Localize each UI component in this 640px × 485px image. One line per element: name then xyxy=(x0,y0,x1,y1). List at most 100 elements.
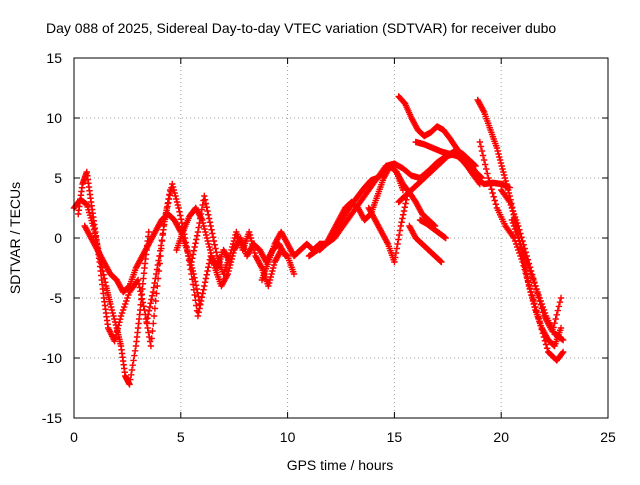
data-point xyxy=(518,234,525,241)
series-sat-o xyxy=(412,138,513,191)
data-point xyxy=(153,290,160,297)
data-point xyxy=(111,315,118,323)
data-point xyxy=(153,266,161,273)
data-point xyxy=(130,357,137,364)
data-point xyxy=(511,225,519,233)
data-point xyxy=(559,348,567,356)
data-point xyxy=(504,186,512,194)
data-point xyxy=(392,254,399,261)
data-point xyxy=(197,215,204,222)
data-point xyxy=(123,297,130,305)
data-point xyxy=(153,270,160,278)
data-point xyxy=(541,309,549,317)
data-point xyxy=(111,338,118,345)
data-point xyxy=(206,219,214,226)
data-point xyxy=(197,297,205,305)
data-point xyxy=(516,226,523,233)
data-point xyxy=(210,258,217,266)
data-point xyxy=(110,312,117,320)
data-point xyxy=(509,219,517,227)
data-point xyxy=(514,231,521,239)
data-point xyxy=(496,153,503,161)
data-point xyxy=(157,242,165,249)
data-point xyxy=(527,270,535,278)
data-point xyxy=(442,234,449,242)
data-point xyxy=(211,241,218,248)
data-point xyxy=(200,222,207,230)
data-point xyxy=(225,267,232,275)
data-point xyxy=(137,288,144,295)
data-point xyxy=(182,239,190,246)
data-point xyxy=(138,295,146,302)
data-point xyxy=(210,237,218,245)
data-point xyxy=(192,297,199,304)
data-point xyxy=(480,156,488,164)
axis-ticks: 0 5 10 15 20 25 -15 -10 -5 0 5 10 15 xyxy=(42,50,616,445)
data-point xyxy=(521,266,528,273)
data-points xyxy=(70,93,567,388)
data-point xyxy=(115,322,122,329)
data-point xyxy=(553,311,560,318)
data-point xyxy=(177,216,185,223)
data-point xyxy=(185,252,192,260)
x-tick-label: 5 xyxy=(177,429,185,445)
data-point xyxy=(210,261,218,269)
data-point xyxy=(270,261,278,269)
data-point xyxy=(250,246,258,254)
y-tick-label: 10 xyxy=(46,110,62,126)
data-point xyxy=(147,342,155,350)
data-point xyxy=(476,138,484,146)
data-point xyxy=(500,171,508,179)
data-point xyxy=(144,315,151,322)
data-point xyxy=(162,210,170,218)
data-point xyxy=(489,189,496,197)
data-point xyxy=(536,294,543,302)
x-tick-label: 10 xyxy=(280,429,296,445)
data-point xyxy=(148,335,155,342)
data-point xyxy=(400,211,407,218)
data-point xyxy=(131,347,139,354)
data-point xyxy=(398,219,405,226)
data-point xyxy=(208,226,215,233)
data-point xyxy=(229,240,237,248)
data-point xyxy=(396,227,404,234)
series-sat-b xyxy=(75,168,174,350)
data-point xyxy=(194,312,202,320)
data-point xyxy=(154,261,162,269)
series-sat-q xyxy=(476,138,567,364)
data-point xyxy=(204,207,211,215)
data-point xyxy=(526,285,534,292)
data-point xyxy=(170,186,178,194)
data-point xyxy=(538,300,545,308)
data-point xyxy=(521,252,528,260)
data-point xyxy=(178,219,186,227)
data-point xyxy=(525,264,533,272)
data-point xyxy=(125,291,132,299)
data-point xyxy=(530,296,537,303)
chart-title: Day 088 of 2025, Sidereal Day-to-day VTE… xyxy=(46,20,556,36)
data-point xyxy=(189,255,196,262)
data-point xyxy=(183,243,190,251)
data-point xyxy=(559,349,566,357)
data-point xyxy=(485,174,492,182)
data-point xyxy=(199,201,206,209)
data-point xyxy=(150,312,158,320)
data-point xyxy=(266,276,274,284)
series-sat-j xyxy=(365,192,411,266)
data-point xyxy=(558,336,566,343)
data-point xyxy=(555,303,563,310)
data-point xyxy=(533,307,540,314)
data-point xyxy=(193,285,201,293)
data-point xyxy=(120,303,128,311)
data-point xyxy=(149,327,156,335)
data-point xyxy=(144,324,151,332)
data-point xyxy=(114,325,121,332)
data-point xyxy=(209,230,216,237)
data-point xyxy=(116,315,124,323)
data-point xyxy=(122,300,129,308)
data-point xyxy=(212,245,219,252)
data-point xyxy=(127,376,134,383)
data-point xyxy=(195,293,202,300)
data-point xyxy=(532,282,539,290)
data-point xyxy=(535,291,542,299)
